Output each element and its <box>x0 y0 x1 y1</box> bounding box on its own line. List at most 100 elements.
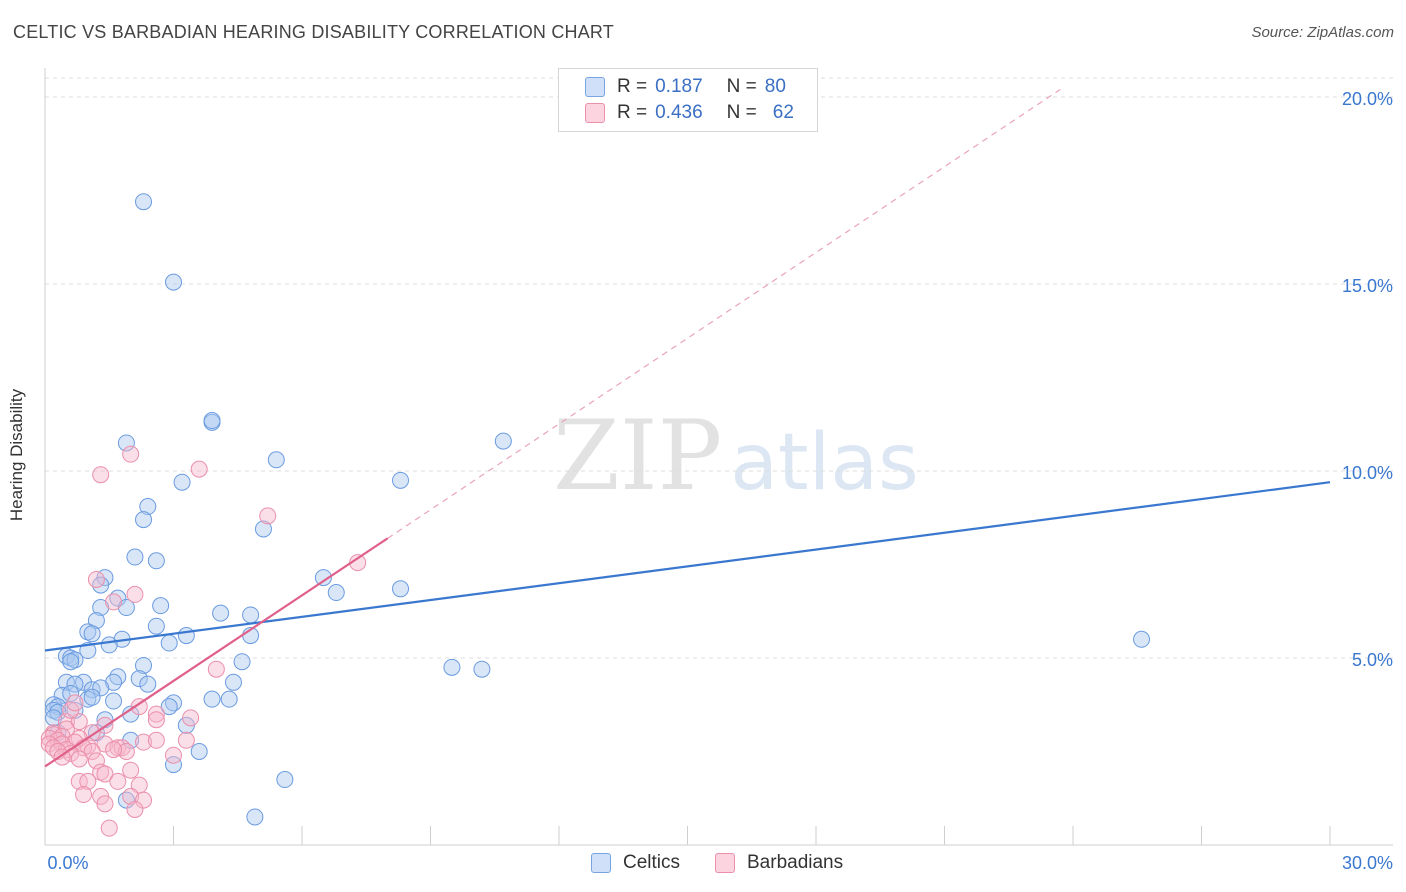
barbadians-point <box>165 746 182 764</box>
celtics-point <box>242 606 260 624</box>
barbadians-point <box>147 711 165 729</box>
barbadians-point <box>126 800 144 818</box>
barbadians-point <box>122 761 140 779</box>
barbadians-point <box>109 772 127 790</box>
chart-source: Source: ZipAtlas.com <box>1251 24 1394 41</box>
celtics-point <box>147 617 165 635</box>
celtics-point <box>66 701 84 719</box>
celtics-point <box>165 756 182 774</box>
barbadians-point <box>87 752 105 770</box>
barbadians-point <box>207 660 225 678</box>
celtics-point <box>66 675 84 693</box>
barbadians-point <box>70 713 88 731</box>
legend-r-label: R = <box>617 102 648 123</box>
celtics-point <box>92 599 110 617</box>
bottom-legend-label-barbadians: Barbadians <box>747 852 844 873</box>
y-tick-label: 20.0% <box>1342 89 1393 109</box>
celtics-point <box>87 612 105 630</box>
celtics-point <box>392 471 410 489</box>
celtics-point <box>173 473 191 491</box>
celtics-point <box>147 552 165 570</box>
celtics-point <box>105 692 123 710</box>
bottom-legend-label-celtics: Celtics <box>623 852 681 873</box>
celtics-point <box>117 599 135 617</box>
celtics-point <box>75 673 93 691</box>
celtics-point <box>139 498 157 516</box>
celtics-point <box>160 698 178 716</box>
legend-swatch-celtics <box>585 77 605 97</box>
celtics-point <box>160 634 178 652</box>
celtics-point <box>45 701 63 719</box>
celtics-point <box>139 675 157 693</box>
barbadians-point <box>147 731 165 749</box>
celtics-point <box>79 623 97 641</box>
barbadians-point <box>92 763 110 781</box>
barbadians-point <box>147 705 165 723</box>
barbadians-point <box>100 819 118 837</box>
legend-n-value: 80 <box>764 76 786 97</box>
y-tick-label: 5.0% <box>1352 650 1393 670</box>
celtics-point <box>254 520 272 538</box>
barbadians-point <box>92 466 110 484</box>
barbadians-point <box>130 698 148 716</box>
barbadians-point <box>83 743 101 760</box>
barbadians-point <box>40 729 58 747</box>
barbadians-point <box>190 460 208 478</box>
barbadians-point <box>96 735 114 753</box>
celtics-point <box>494 432 512 450</box>
celtics-point <box>203 412 221 430</box>
bottom-legend-barbadians: Barbadians <box>715 852 843 874</box>
celtics-point <box>212 604 230 622</box>
chart-title: CELTIC VS BARBADIAN HEARING DISABILITY C… <box>13 22 614 42</box>
celtics-point <box>122 731 140 749</box>
legend-row-barbadians: R = 0.436 N = 62 <box>585 101 794 125</box>
watermark: ZIP atlas <box>553 400 919 512</box>
barbadians-point <box>87 570 105 588</box>
celtics-point <box>177 627 195 645</box>
y-axis-label: Hearing Disability <box>7 388 26 522</box>
legend-swatch-barbadians <box>585 103 605 123</box>
y-tick-label: 10.0% <box>1342 463 1393 483</box>
legend-r-value: 0.187 <box>655 76 703 97</box>
legend-r-value: 0.436 <box>655 102 703 123</box>
celtics-point <box>117 434 135 452</box>
celtics-point <box>165 273 182 291</box>
celtics-point <box>135 656 153 674</box>
celtics-point <box>203 690 221 708</box>
celtics-point <box>220 690 238 708</box>
y-tick-label: 15.0% <box>1342 276 1393 296</box>
celtics-point <box>152 597 170 615</box>
bottom-legend-swatch-barbadians <box>715 853 735 873</box>
barbadians-point <box>259 507 277 525</box>
celtics-point <box>246 808 264 826</box>
barbadians-point <box>117 743 135 760</box>
celtics-point <box>1133 630 1151 648</box>
celtics-point <box>79 690 97 708</box>
celtics-point <box>83 688 101 706</box>
celtics-point <box>473 660 491 678</box>
celtics-point <box>443 658 461 676</box>
barbadians-point <box>79 772 97 790</box>
celtics-point <box>105 673 123 691</box>
barbadians-point <box>135 733 153 751</box>
celtics-point <box>135 511 153 529</box>
celtics-point <box>66 651 84 669</box>
barbadians-point <box>177 731 195 749</box>
celtics-point <box>276 771 294 789</box>
barbadians-trendline <box>44 537 389 768</box>
celtics-point <box>83 681 101 699</box>
legend-n-label: N = <box>726 102 757 123</box>
legend-n-value: 62 <box>772 102 794 123</box>
legend-row-celtics: R = 0.187 N = 80 <box>585 75 786 99</box>
celtics-point <box>92 679 110 697</box>
bottom-legend-celtics: Celtics <box>591 852 680 874</box>
celtics-point <box>62 653 80 671</box>
celtics-point <box>62 685 80 703</box>
stats-legend: R = 0.187 N = 80 R = 0.436 N = 62 <box>558 68 818 132</box>
celtics-point <box>53 686 71 704</box>
celtics-point <box>392 580 410 598</box>
barbadians-point <box>122 445 140 463</box>
celtics-trendline <box>44 481 1331 652</box>
celtics-point <box>135 193 153 211</box>
